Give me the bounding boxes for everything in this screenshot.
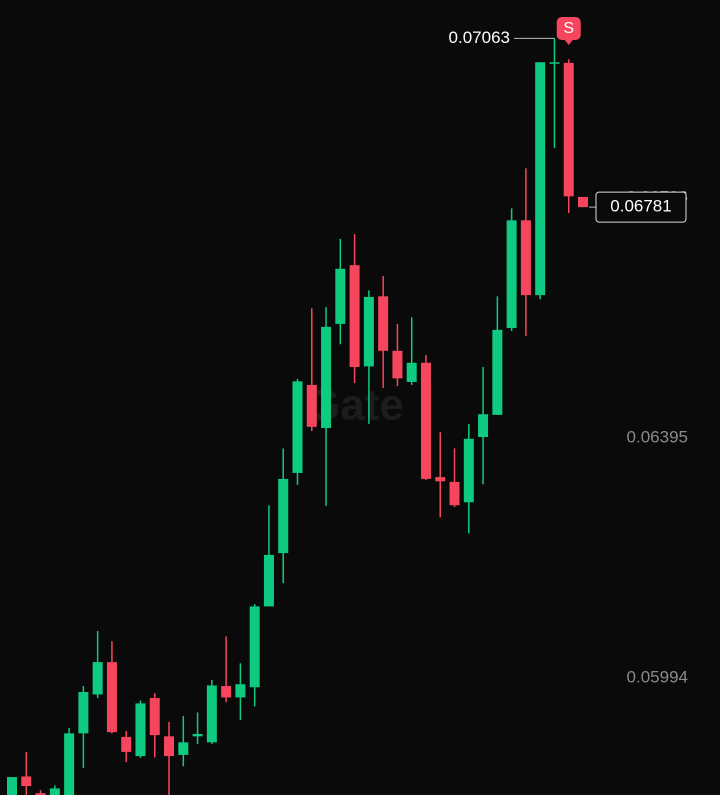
candle-body — [378, 296, 389, 351]
signal-marker — [556, 17, 581, 40]
candle-body — [306, 384, 317, 427]
candle-body — [106, 662, 117, 733]
signal-pointer — [564, 40, 573, 45]
candle-body — [263, 554, 274, 607]
candle-body — [192, 733, 203, 737]
candle-body — [535, 62, 546, 296]
candle-body — [121, 736, 132, 752]
candle-body — [49, 788, 60, 795]
candle-body — [449, 481, 460, 506]
candle-body — [349, 265, 360, 367]
candle-body — [435, 477, 446, 482]
candle-body — [135, 703, 146, 757]
candle-body — [78, 692, 89, 734]
candle-body — [292, 381, 303, 473]
candle-body — [178, 742, 189, 755]
candle-body — [321, 326, 332, 429]
y-tick-label: 0.05994 — [627, 668, 688, 687]
candle-body — [278, 478, 289, 554]
signal-label: S — [563, 20, 574, 37]
candle-body — [563, 62, 574, 197]
candle-body — [335, 268, 346, 324]
watermark: Gate — [306, 381, 404, 430]
candle-body — [64, 733, 75, 795]
last-price-label: 0.06781 — [610, 197, 671, 216]
candle-body — [506, 220, 517, 329]
candle-body — [149, 698, 160, 736]
candle-body — [249, 606, 260, 688]
candle-body — [578, 196, 588, 208]
candle-body — [21, 776, 32, 787]
candle-body — [492, 329, 503, 415]
candle-body — [520, 220, 531, 296]
candle-body — [7, 777, 17, 795]
candle-body — [406, 362, 417, 382]
candle-body — [363, 296, 374, 367]
candle-body — [392, 350, 403, 379]
candle-body — [235, 684, 246, 698]
candle-body — [463, 438, 474, 503]
high-price-label: 0.07063 — [449, 28, 510, 47]
candle-body — [420, 362, 431, 479]
candle-body — [206, 685, 217, 743]
candle-body — [549, 62, 560, 64]
candle-body — [478, 414, 489, 438]
last-price-box — [595, 191, 687, 223]
candle-body — [92, 662, 103, 695]
candle-body — [221, 686, 232, 698]
candle-body — [35, 793, 46, 795]
candle-body — [164, 736, 175, 757]
y-tick-label: 0.06395 — [627, 428, 688, 447]
